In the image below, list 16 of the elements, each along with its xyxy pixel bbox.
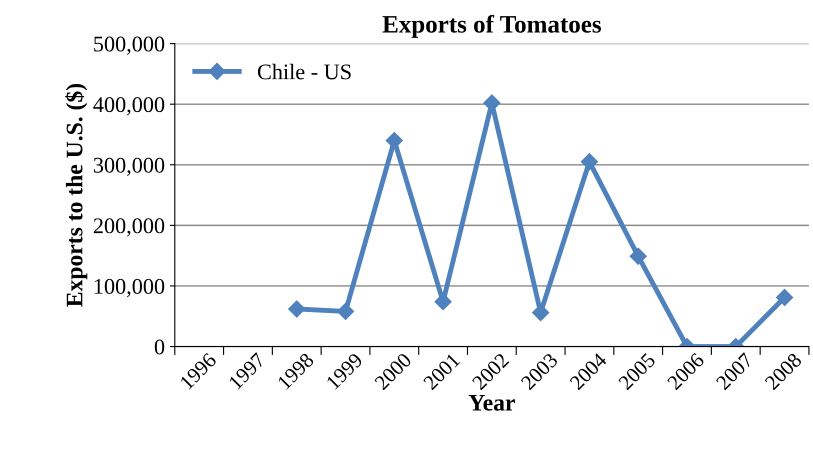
point: [776, 288, 794, 306]
point: [386, 132, 403, 150]
chart-title: Exports of Tomatoes: [382, 14, 601, 38]
point: [336, 302, 354, 320]
point: [288, 300, 306, 318]
legend-label: Chile - US: [258, 64, 351, 80]
y-tick-label: 500,000: [94, 36, 164, 55]
y-tick-label: 100,000: [94, 278, 164, 298]
y-axis-title: Exports to the U.S. ($): [65, 84, 88, 307]
y-tick-label: 400,000: [93, 97, 164, 116]
point: [630, 248, 647, 265]
y-tick-label: 300,000: [94, 158, 164, 176]
y-tick-label: 200,000: [94, 218, 164, 236]
point: [580, 153, 598, 170]
y-tick-label: 0: [154, 339, 164, 354]
x-axis-title: Year: [468, 395, 515, 411]
